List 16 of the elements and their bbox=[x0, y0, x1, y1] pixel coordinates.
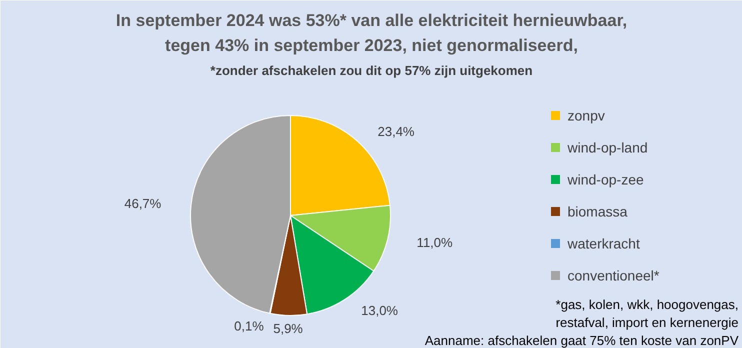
text: *gas, kolen, wkk, hoogovengas, restafval, import en kernenergie bbox=[556, 297, 739, 330]
data-label: 46,7% bbox=[124, 196, 162, 212]
data-label: 23,4% bbox=[378, 124, 415, 140]
legend-label: conventioneel* bbox=[568, 268, 660, 284]
chart-title: In september 2024 was 53%* van alle elektriciteit hernieuwbaar, tegen 43% in september 2023, niet genormaliseerd, bbox=[116, 11, 628, 55]
data-label: 0,1% bbox=[234, 318, 264, 334]
data-label: 11,0% bbox=[416, 235, 454, 250]
legend-label: wind-op-land bbox=[566, 140, 648, 156]
data-label: 5,9% bbox=[273, 320, 304, 336]
data-label: 13,0% bbox=[361, 302, 398, 318]
chart-subtitle: *zonder afschakelen zou dit op 57% zijn uitgekomen bbox=[210, 63, 533, 78]
legend-label: wind-op-zee bbox=[566, 172, 644, 188]
legend-label: biomassa bbox=[568, 204, 628, 220]
text: Aanname: afschakelen gaat 75% ten koste van zonPV bbox=[424, 333, 739, 348]
legend-label: waterkracht bbox=[566, 236, 640, 252]
legend-label: zonpv bbox=[568, 108, 605, 124]
